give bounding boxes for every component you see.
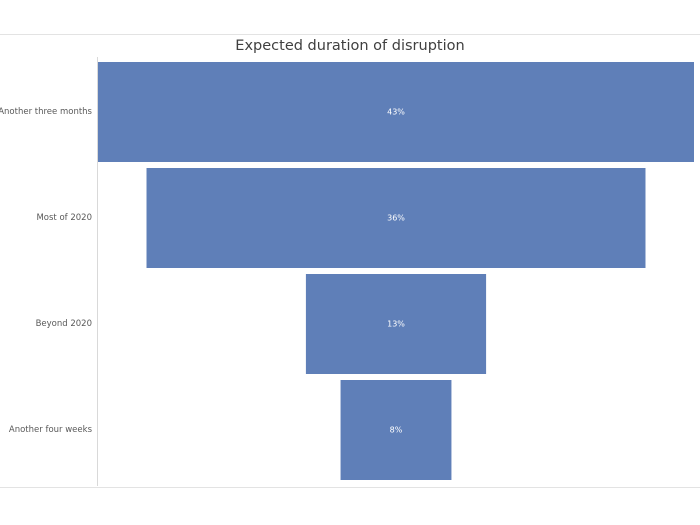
data-label: 13% xyxy=(387,320,405,329)
funnel-bar xyxy=(340,380,452,480)
funnel-bar xyxy=(98,62,694,162)
labels-layer: 43% Another three months 36% Most of 2020 13… xyxy=(0,107,405,435)
category-label: Beyond 2020 xyxy=(36,319,92,329)
funnel-bar xyxy=(305,274,487,374)
category-label: Another four weeks xyxy=(9,425,93,435)
chart-frame xyxy=(0,34,700,488)
funnel-bar xyxy=(146,168,646,268)
data-label: 43% xyxy=(387,108,405,117)
chart-title: Expected duration of disruption xyxy=(235,38,465,54)
category-label: Another three months xyxy=(0,107,93,117)
bars-layer xyxy=(98,62,694,480)
data-label: 8% xyxy=(390,426,403,435)
data-label: 36% xyxy=(387,214,405,223)
category-label: Most of 2020 xyxy=(36,213,92,223)
